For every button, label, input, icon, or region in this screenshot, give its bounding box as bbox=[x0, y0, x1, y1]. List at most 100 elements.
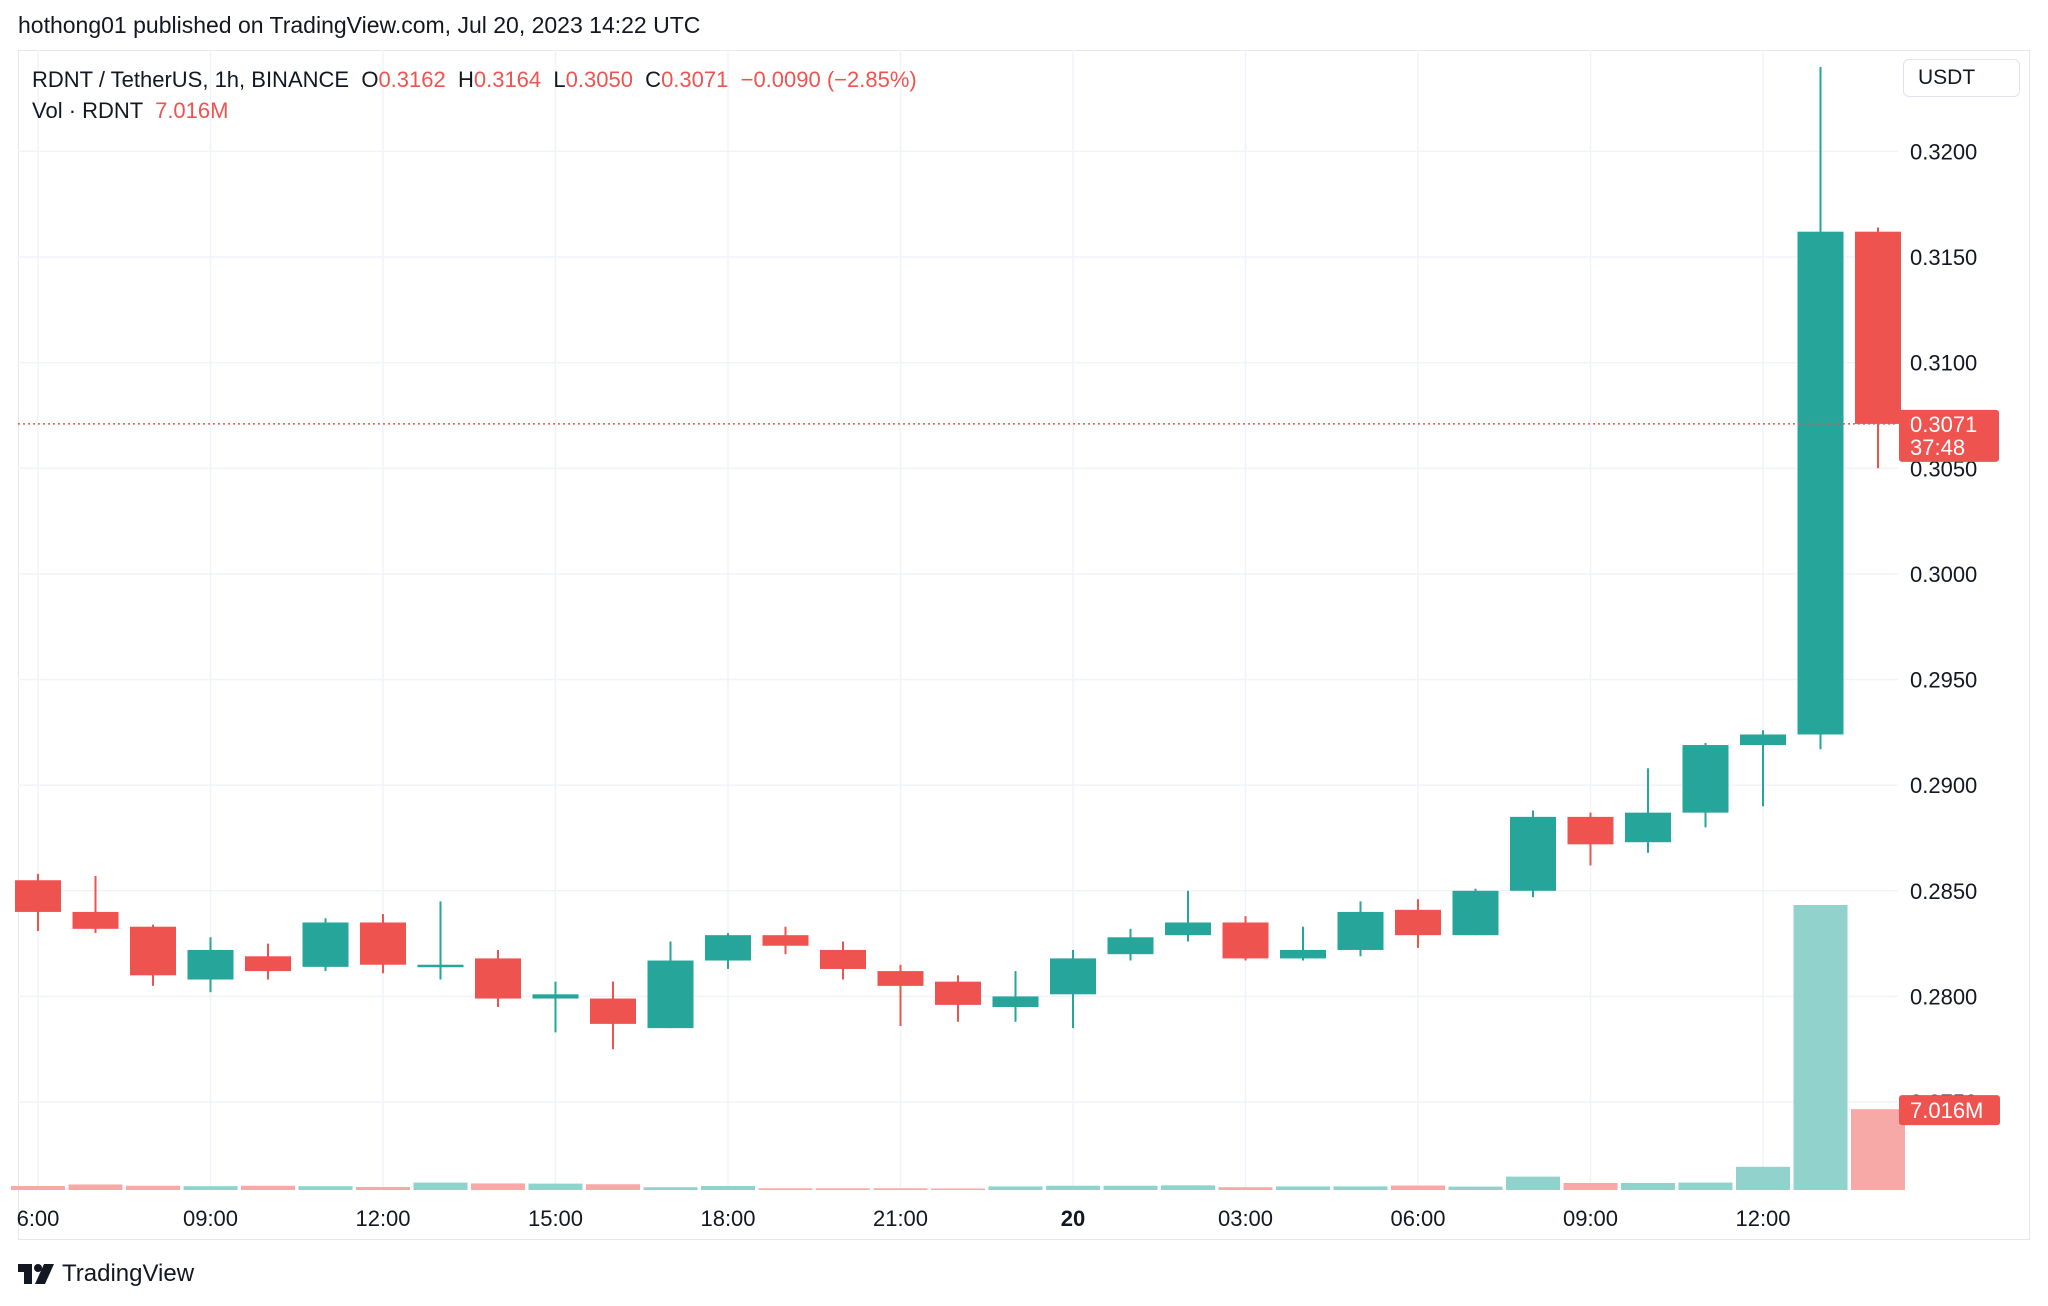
y-tick-label: 0.2950 bbox=[1910, 668, 1977, 693]
volume-bar bbox=[701, 1185, 755, 1190]
x-tick-label: 6:00 bbox=[17, 1206, 60, 1231]
candle-body bbox=[532, 994, 579, 999]
candle-body bbox=[1797, 231, 1844, 735]
candle-body bbox=[1510, 816, 1556, 891]
candle-body bbox=[1855, 231, 1901, 424]
candle-body bbox=[15, 880, 61, 912]
volume-bar bbox=[931, 1188, 985, 1191]
candle-body bbox=[1682, 745, 1729, 813]
y-tick-label: 0.3200 bbox=[1910, 139, 1977, 164]
y-tick-label: 0.3000 bbox=[1910, 562, 1977, 587]
volume-bar bbox=[1506, 1176, 1560, 1190]
candle-body bbox=[417, 964, 464, 968]
x-tick-label: 18:00 bbox=[700, 1206, 755, 1231]
volume-bar bbox=[988, 1186, 1043, 1190]
x-tick-label: 15:00 bbox=[528, 1206, 583, 1231]
y-tick-label: 0.2850 bbox=[1910, 879, 1977, 904]
volume-badge-value: 7.016M bbox=[1910, 1098, 1983, 1123]
candle-body bbox=[590, 998, 636, 1024]
volume-bar bbox=[1103, 1185, 1158, 1190]
candle-body bbox=[1050, 958, 1096, 995]
volume-bar bbox=[471, 1183, 525, 1190]
volume-bar bbox=[241, 1185, 295, 1190]
countdown-timer: 37:48 bbox=[1910, 435, 1965, 460]
candle-body bbox=[1740, 734, 1786, 746]
candle-body bbox=[877, 971, 924, 986]
legend-low-value: 0.3050 bbox=[565, 67, 633, 92]
legend-high-label: H bbox=[457, 67, 474, 92]
tradingview-logo-icon bbox=[18, 1264, 54, 1284]
volume-bar bbox=[1391, 1185, 1445, 1190]
volume-badge bbox=[1899, 1095, 2000, 1126]
volume-bar bbox=[1793, 905, 1848, 1190]
x-tick-label: 21:00 bbox=[873, 1206, 928, 1231]
volume-bar bbox=[356, 1187, 410, 1190]
volume-bar bbox=[1678, 1182, 1733, 1190]
volume-bar bbox=[1851, 1109, 1905, 1190]
y-tick-label: 0.2800 bbox=[1910, 984, 1977, 1009]
volume-bar bbox=[873, 1188, 928, 1190]
x-tick-label: 12:00 bbox=[1735, 1206, 1790, 1231]
chart-frame[interactable] bbox=[18, 50, 2030, 1240]
volume-bar bbox=[586, 1184, 640, 1190]
legend-volume-value: 7.016M bbox=[155, 98, 229, 123]
volume-bar bbox=[528, 1183, 583, 1190]
legend-close-value: 0.3071 bbox=[661, 67, 729, 92]
legend-high-value: 0.3164 bbox=[473, 67, 542, 92]
candle-body bbox=[1567, 816, 1614, 845]
last-price-badge bbox=[1899, 409, 1999, 462]
volume-bar bbox=[1736, 1166, 1790, 1190]
volume-bar bbox=[1218, 1187, 1273, 1190]
tradingview-logo[interactable]: TradingView bbox=[18, 1260, 194, 1288]
candle-body bbox=[1452, 890, 1499, 936]
volume-bar bbox=[1621, 1182, 1675, 1190]
candle-body bbox=[1222, 922, 1269, 959]
volume-bar bbox=[413, 1182, 468, 1190]
y-tick-label: 0.3150 bbox=[1910, 245, 1977, 270]
x-tick-label: 09:00 bbox=[183, 1206, 238, 1231]
legend-open-label: O bbox=[361, 67, 379, 92]
tradingview-logo-text: TradingView bbox=[62, 1260, 195, 1287]
x-tick-label: 20 bbox=[1061, 1206, 1085, 1231]
last-price-value: 0.3071 bbox=[1910, 412, 1977, 437]
candle-body bbox=[647, 960, 694, 1029]
x-tick-label: 03:00 bbox=[1218, 1206, 1273, 1231]
candle-body bbox=[302, 922, 349, 967]
candle-body bbox=[762, 935, 809, 946]
legend-change: −0.0090 (−2.85%) bbox=[740, 67, 917, 92]
volume-bar bbox=[298, 1186, 353, 1190]
candle-body bbox=[820, 949, 866, 969]
volume-bar bbox=[183, 1186, 238, 1190]
volume-bar bbox=[1161, 1185, 1215, 1190]
legend-volume-row: Vol · RDNT 7.016M bbox=[32, 95, 917, 126]
volume-bar bbox=[1333, 1186, 1388, 1190]
candle-body bbox=[1280, 949, 1326, 959]
y-tick-label: 0.3100 bbox=[1910, 351, 1977, 376]
legend-volume-label[interactable]: Vol · RDNT bbox=[32, 98, 143, 123]
candle-body bbox=[935, 981, 981, 1005]
legend-ohlc-row: RDNT / TetherUS, 1h, BINANCE O0.3162 H0.… bbox=[32, 64, 917, 95]
legend-close-label: C bbox=[645, 67, 662, 92]
legend-low-label: L bbox=[553, 67, 566, 92]
candle-body bbox=[1395, 909, 1441, 936]
published-by-line: hothong01 published on TradingView.com, … bbox=[18, 12, 701, 38]
volume-bar bbox=[1448, 1186, 1503, 1190]
y-tick-label: 0.2900 bbox=[1910, 773, 1977, 798]
volume-bar bbox=[68, 1184, 123, 1190]
candle-body bbox=[1107, 937, 1154, 955]
chart-legend: RDNT / TetherUS, 1h, BINANCE O0.3162 H0.… bbox=[32, 64, 917, 126]
volume-bar bbox=[11, 1185, 65, 1190]
candle-body bbox=[187, 949, 234, 980]
candle-body bbox=[1165, 922, 1211, 936]
volume-bar bbox=[816, 1188, 870, 1190]
x-tick-label: 06:00 bbox=[1390, 1206, 1445, 1231]
candle-body bbox=[130, 926, 176, 976]
volume-bar bbox=[758, 1188, 813, 1190]
candle-body bbox=[1625, 812, 1671, 843]
candle-body bbox=[992, 996, 1039, 1007]
currency-unit-button[interactable]: USDT bbox=[1903, 59, 2020, 97]
legend-symbol[interactable]: RDNT / TetherUS, 1h, BINANCE bbox=[32, 67, 350, 92]
volume-bar bbox=[1276, 1186, 1330, 1190]
volume-bar bbox=[126, 1185, 180, 1190]
